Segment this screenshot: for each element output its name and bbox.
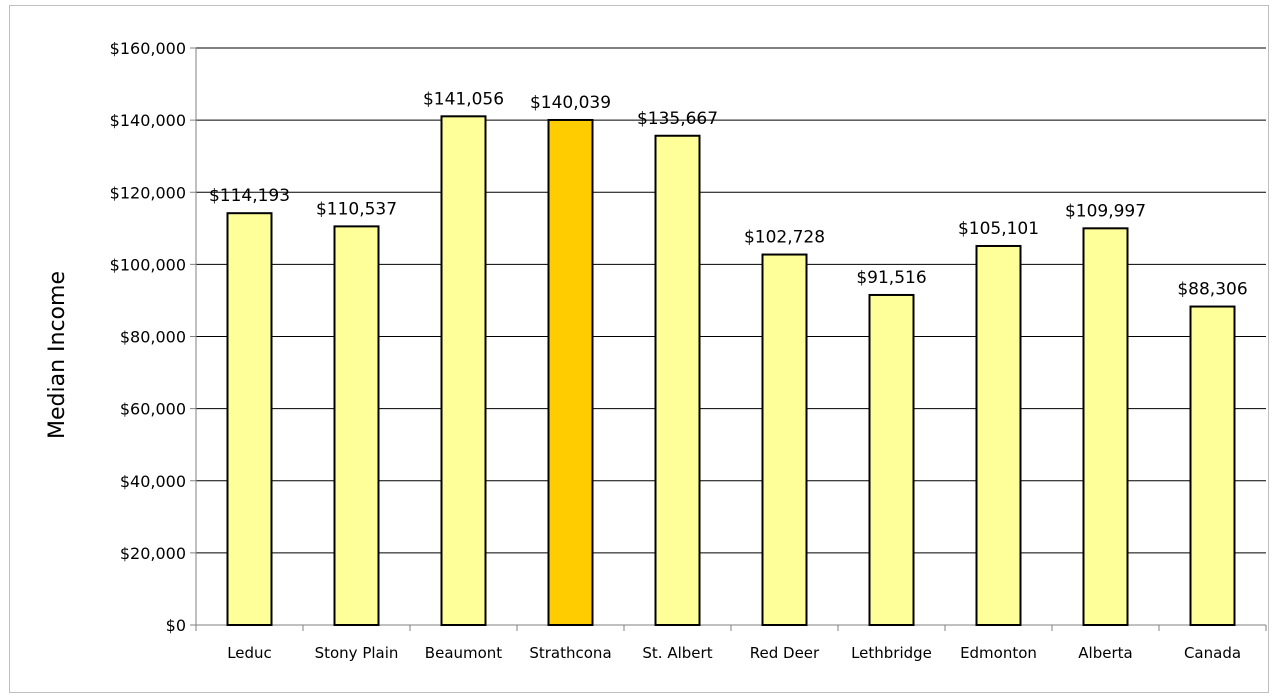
y-tick-label: $40,000 (120, 472, 186, 491)
y-tick-label: $140,000 (110, 111, 186, 130)
data-label: $91,516 (856, 268, 926, 288)
bar-lethbridge (868, 293, 915, 626)
category-label: Edmonton (960, 644, 1037, 662)
y-tick-label: $160,000 (110, 39, 186, 58)
data-labels: $114,193 $110,537 $141,056 $140,039 $135,667… (209, 89, 1248, 299)
category-label: Strathcona (529, 644, 611, 662)
category-label: Lethbridge (851, 644, 932, 662)
category-label: Alberta (1078, 644, 1132, 662)
data-label: $88,306 (1177, 280, 1247, 300)
y-tick-label: $20,000 (120, 544, 186, 563)
bar-strathcona (547, 118, 594, 627)
bar-alberta (1082, 227, 1129, 626)
y-tick-label: $60,000 (120, 400, 186, 419)
bars (226, 115, 1236, 627)
data-label: $114,193 (209, 186, 290, 206)
x-category-labels: Leduc Stony Plain Beaumont Strathcona St. Al… (227, 644, 1241, 662)
bar-red-deer (761, 253, 808, 627)
y-tick-label: $80,000 (120, 328, 186, 347)
data-label: $105,101 (958, 219, 1039, 239)
category-label: Canada (1184, 644, 1241, 662)
category-label: Stony Plain (315, 644, 399, 662)
data-label: $110,537 (316, 199, 397, 219)
data-label: $140,039 (530, 93, 611, 113)
bar-stony-plain (333, 225, 380, 626)
y-axis-title: Median Income (45, 271, 70, 439)
data-label: $109,997 (1065, 201, 1146, 221)
category-label: Red Deer (750, 644, 820, 662)
y-tick-labels: $0 $20,000 $40,000 $60,000 $80,000 $100,000 $1… (110, 39, 186, 635)
bar-edmonton (975, 244, 1022, 626)
y-tick-label: $100,000 (110, 255, 186, 274)
y-tick-label: $0 (166, 616, 186, 635)
bar-leduc (226, 212, 273, 626)
category-label: St. Albert (642, 644, 712, 662)
y-tick-label: $120,000 (110, 183, 186, 202)
bar-beaumont (440, 115, 487, 626)
data-label: $102,728 (744, 228, 825, 248)
bar-st-albert (654, 134, 701, 626)
category-label: Leduc (227, 644, 272, 662)
bar-canada (1189, 305, 1236, 626)
data-label: $135,667 (637, 109, 718, 129)
data-label: $141,056 (423, 89, 504, 109)
category-label: Beaumont (425, 644, 503, 662)
